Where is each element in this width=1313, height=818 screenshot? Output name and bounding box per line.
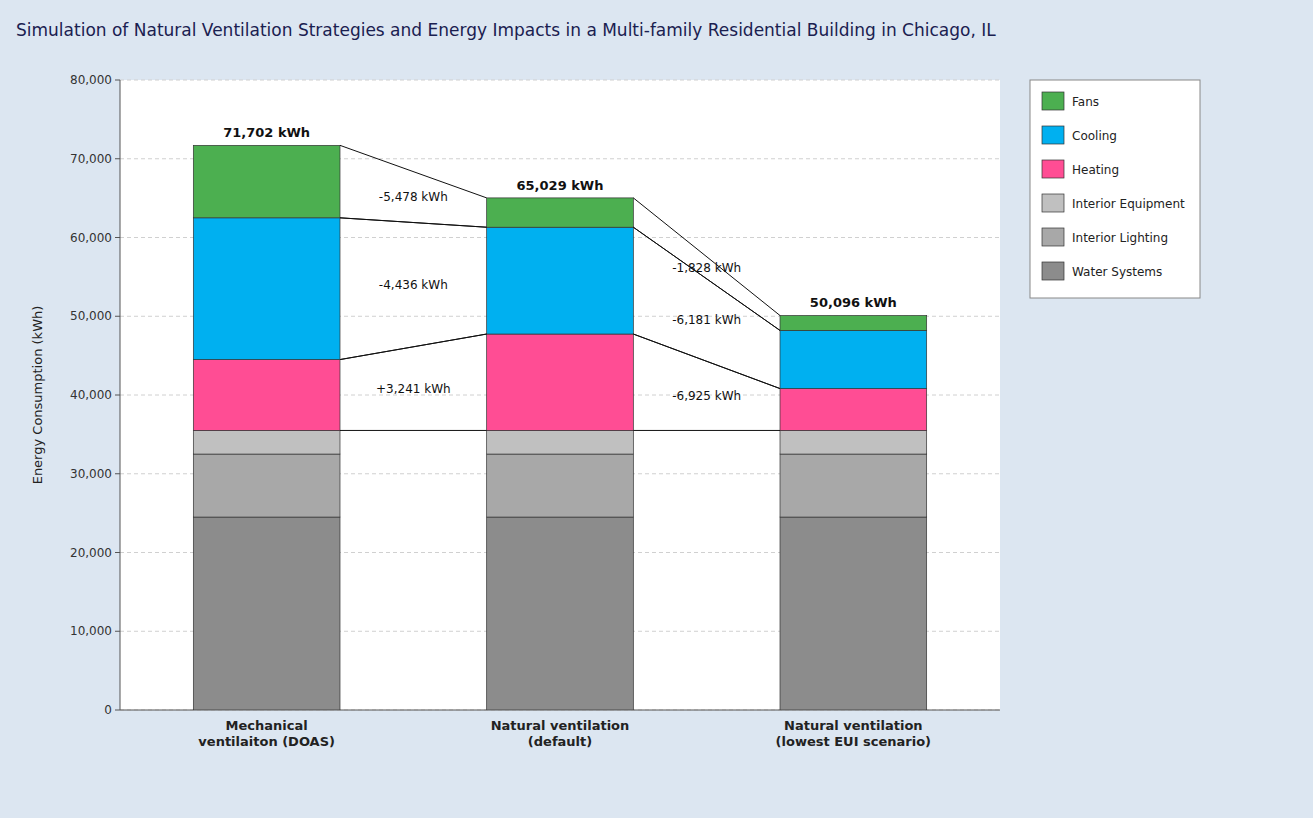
y-tick-label: 0: [104, 703, 112, 717]
connector-line: [633, 227, 780, 330]
bar-segment: [780, 517, 927, 710]
bars: [193, 145, 926, 710]
x-tick-label: Natural ventilation(default): [491, 718, 630, 749]
y-tick-label: 70,000: [70, 152, 112, 166]
x-tick-label-line: Natural ventilation: [491, 718, 630, 733]
legend-label: Heating: [1072, 163, 1119, 177]
delta-label: -1,828 kWh: [672, 261, 741, 275]
y-tick: [115, 237, 120, 238]
legend-frame: [1030, 80, 1200, 298]
legend-swatch: [1042, 262, 1064, 280]
bar-segment: [780, 454, 927, 517]
legend-swatch: [1042, 160, 1064, 178]
connector-line: [340, 334, 487, 360]
legend-label: Water Systems: [1072, 265, 1162, 279]
x-tick-label: Natural ventilation(lowest EUI scenario): [776, 718, 931, 749]
y-tick-label: 20,000: [70, 546, 112, 560]
delta-label: +3,241 kWh: [376, 382, 451, 396]
bar-segment: [487, 334, 634, 430]
bar-segment: [193, 517, 340, 710]
legend-swatch: [1042, 126, 1064, 144]
chart: Simulation of Natural Ventilation Strate…: [0, 0, 1313, 818]
connector-line: [340, 218, 487, 227]
delta-label: -6,181 kWh: [672, 313, 741, 327]
legend-label: Interior Equipment: [1072, 197, 1185, 211]
legend-label: Interior Lighting: [1072, 231, 1168, 245]
y-tick: [115, 158, 120, 159]
y-tick: [115, 710, 120, 711]
y-axis-line: [120, 80, 121, 710]
y-tick-label: 80,000: [70, 73, 112, 87]
y-tick-label: 10,000: [70, 624, 112, 638]
connector-line: [340, 334, 487, 360]
y-tick-label: 40,000: [70, 388, 112, 402]
total-label: 65,029 kWh: [517, 178, 604, 193]
bar-segment: [780, 389, 927, 431]
x-tick-label-line: (lowest EUI scenario): [776, 734, 931, 749]
bar-segment: [487, 227, 634, 334]
x-tick-label-line: (default): [528, 734, 592, 749]
y-tick: [115, 473, 120, 474]
bar-segment: [193, 454, 340, 517]
grid-line: [120, 80, 1000, 81]
y-tick: [115, 631, 120, 632]
bar-segment: [780, 430, 927, 454]
delta-label: -5,478 kWh: [379, 190, 448, 204]
bar-segment: [193, 145, 340, 217]
connector-line: [633, 227, 780, 330]
connector-line: [633, 334, 780, 389]
x-tick-label-line: Mechanical: [226, 718, 308, 733]
bar-segment: [780, 330, 927, 388]
total-label: 71,702 kWh: [223, 125, 310, 140]
bar-segment: [487, 454, 634, 517]
y-tick: [115, 80, 120, 81]
connector-line: [340, 218, 487, 227]
plot-area: [120, 80, 1000, 710]
connector-line: [633, 430, 780, 431]
bar-segment: [487, 517, 634, 710]
bar-segment: [193, 360, 340, 431]
bar-segment: [193, 218, 340, 360]
y-tick-label: 60,000: [70, 231, 112, 245]
bar-segment: [487, 198, 634, 227]
y-axis-label: Energy Consumption (kWh): [30, 306, 45, 485]
bar-segment: [780, 316, 927, 331]
legend-label: Cooling: [1072, 129, 1117, 143]
connector-line: [633, 334, 780, 389]
x-tick-label: Mechanicalventilaiton (DOAS): [198, 718, 335, 749]
grid: [120, 80, 1000, 710]
y-tick-label: 30,000: [70, 467, 112, 481]
legend: Fans Cooling Heating Interior Equipment Inte…: [1030, 80, 1200, 298]
bar-segment: [193, 430, 340, 454]
connectors: [340, 145, 780, 430]
legend-swatch: [1042, 228, 1064, 246]
x-tick-label-line: Natural ventilation: [784, 718, 923, 733]
legend-label: Fans: [1072, 95, 1099, 109]
x-tick-label-line: ventilaiton (DOAS): [198, 734, 335, 749]
legend-swatch: [1042, 194, 1064, 212]
y-tick: [115, 395, 120, 396]
delta-label: -4,436 kWh: [379, 278, 448, 292]
y-axis: 0 10,000 20,000 30,000 40,000 50,000 60,000 70,…: [70, 73, 120, 717]
connector-line: [633, 198, 780, 316]
bar-segment: [487, 430, 634, 454]
delta-label: -6,925 kWh: [672, 389, 741, 403]
annotations: -5,478 kWh -4,436 kWh +3,241 kWh -1,828 kWh…: [376, 190, 741, 403]
y-tick: [115, 552, 120, 553]
title: Simulation of Natural Ventilation Strate…: [16, 20, 996, 40]
y-tick-label: 50,000: [70, 309, 112, 323]
total-label: 50,096 kWh: [810, 295, 897, 310]
y-tick: [115, 316, 120, 317]
connector-line: [340, 430, 487, 431]
legend-swatch: [1042, 92, 1064, 110]
